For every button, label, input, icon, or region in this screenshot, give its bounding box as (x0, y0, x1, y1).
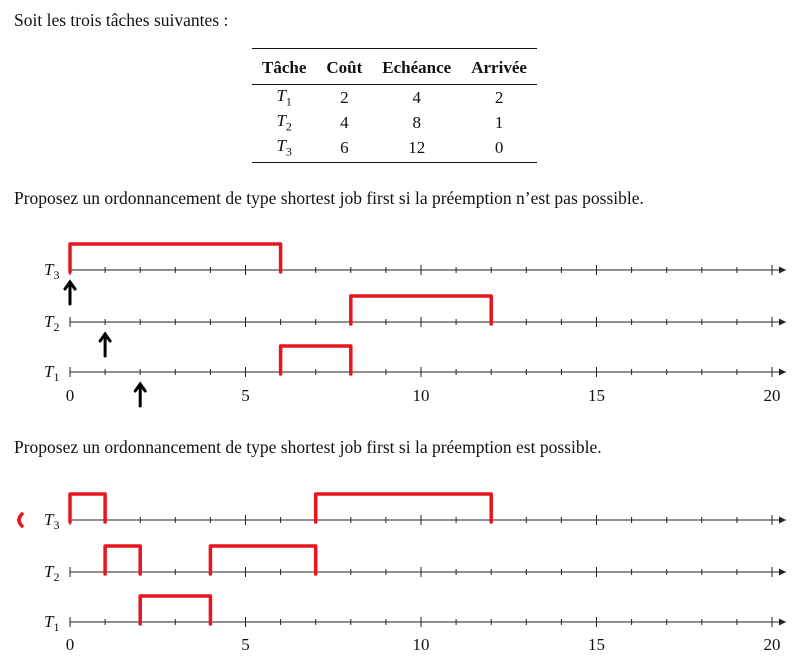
row-label-t3: T3 (44, 510, 59, 532)
intro-text: Soit les trois tâches suivantes : (14, 10, 229, 30)
table-row: T1 2 4 2 (252, 85, 537, 111)
task-cost: 6 (316, 135, 373, 163)
arrival-arrow-icon (133, 381, 147, 408)
arrival-arrow-icon (98, 331, 112, 358)
task-index: 3 (285, 144, 292, 159)
handwritten-mark (17, 512, 24, 528)
tick-label: 20 (764, 386, 781, 405)
table-row: T3 6 12 0 (252, 135, 537, 163)
task-name: T1 (252, 85, 316, 111)
schedule-block (68, 242, 283, 274)
question-1: Proposez un ordonnancement de type short… (14, 188, 644, 208)
task-deadline: 4 (412, 87, 422, 107)
schedule-block (208, 544, 318, 576)
task-cost: 2 (340, 87, 349, 107)
task-table: Tâche Coût Echéance Arrivée T1 2 4 2 T2 … (252, 48, 537, 163)
task-arrival: 0 (461, 135, 537, 163)
row-label-index: 1 (53, 370, 59, 384)
tick-label: 10 (413, 635, 430, 654)
task-index: 2 (285, 119, 292, 134)
tick-label: 0 (66, 386, 75, 405)
tick-label: 15 (588, 386, 605, 405)
row-label-t3: T3 (44, 260, 59, 282)
row-label-index: 3 (53, 518, 59, 532)
row-label-index: 2 (53, 320, 59, 334)
task-name: T2 (252, 110, 316, 135)
question-2: Proposez un ordonnancement de type short… (14, 437, 602, 457)
task-cost: 4 (340, 112, 349, 132)
header-arrival: Arrivée (461, 48, 537, 85)
arrow-head-icon (779, 368, 786, 376)
arrow-head-icon (779, 568, 786, 576)
task-letter: T (276, 135, 286, 155)
schedule-block (138, 594, 213, 626)
row-label-index: 1 (53, 620, 59, 634)
row-label-t2: T2 (44, 562, 59, 584)
task-index: 1 (285, 94, 292, 109)
header-deadline: Echéance (372, 48, 462, 85)
row-label-t1: T1 (44, 362, 59, 384)
task-arrival: 2 (494, 87, 504, 107)
schedule-block (68, 492, 107, 524)
header-task: Tâche (252, 48, 317, 85)
arrow-head-icon (779, 516, 786, 524)
arrow-head-icon (779, 318, 786, 326)
schedule-block (349, 294, 493, 326)
tick-label: 0 (66, 635, 75, 654)
tick-label: 5 (241, 386, 250, 405)
tick-label: 20 (764, 635, 781, 654)
tick-label: 15 (588, 635, 605, 654)
row-label-t2: T2 (44, 312, 59, 334)
row-label-index: 3 (53, 268, 59, 282)
schedule-block (278, 344, 353, 376)
table-row: T2 4 8 1 (252, 110, 537, 135)
schedule-block (103, 544, 142, 576)
timeline-non-preemptive: T3 T2 T1 0 5 10 15 20 (44, 242, 786, 408)
row-label-t1: T1 (44, 612, 59, 634)
task-arrival: 1 (494, 112, 504, 132)
schedule-block (313, 492, 493, 524)
timeline-preemptive: T3 T2 T1 0 5 10 15 20 (17, 492, 786, 654)
header-cost: Coût (316, 48, 373, 85)
arrival-arrow-icon (63, 279, 77, 306)
task-letter: T (276, 110, 286, 130)
row-label-index: 2 (53, 570, 59, 584)
task-name: T3 (252, 135, 317, 163)
arrow-head-icon (779, 618, 786, 626)
task-letter: T (276, 85, 286, 105)
task-deadline: 12 (372, 135, 462, 163)
tick-label: 10 (413, 386, 430, 405)
table-header-row: Tâche Coût Echéance Arrivée (252, 48, 537, 85)
task-deadline: 8 (412, 112, 422, 132)
tick-label: 5 (241, 635, 250, 654)
arrow-head-icon (779, 266, 786, 274)
